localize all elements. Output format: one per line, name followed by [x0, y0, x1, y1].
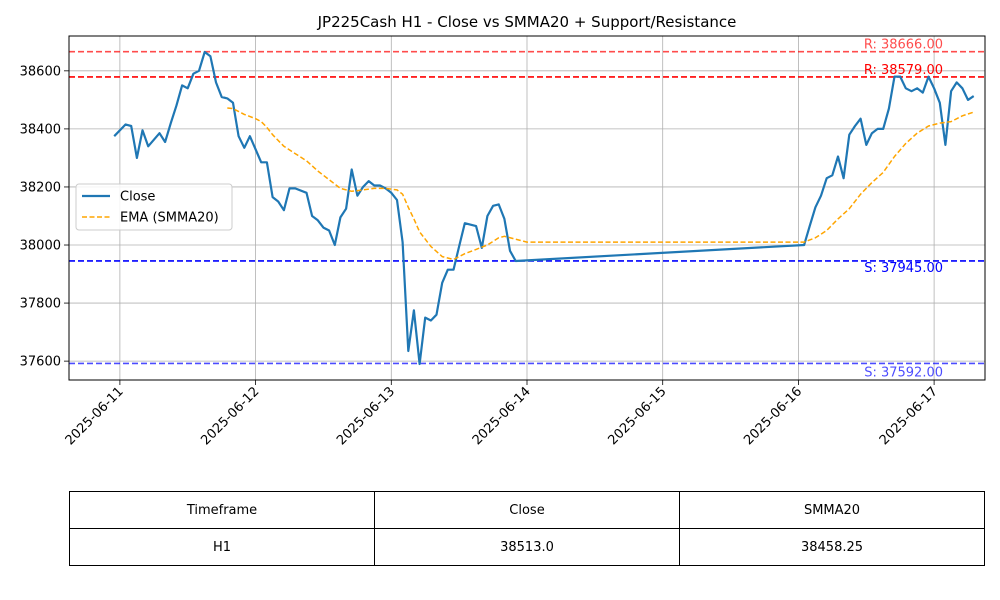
- level-lines: R: 38666.00 R: 38579.00 S: 37945.00 S: 3759…: [69, 38, 985, 380]
- series-line-1: [227, 107, 974, 261]
- x-tick-label: 2025-06-15: [605, 384, 669, 448]
- y-tick-label: 37800: [20, 297, 61, 312]
- series-line-0: [113, 50, 975, 366]
- x-axis-ticks: 2025-06-11 2025-06-12 2025-06-13 2025-06-14…: [63, 380, 941, 448]
- legend: Close EMA (SMMA20): [75, 183, 233, 231]
- series-lines: [113, 50, 975, 366]
- y-axis-ticks: 37600 37800 38000 38200 38400 38600: [20, 64, 69, 370]
- level-label: S: 37945.00: [864, 261, 943, 276]
- y-tick-label: 38400: [20, 122, 61, 137]
- x-tick-label: 2025-06-12: [198, 384, 262, 448]
- level-label: S: 37592.00: [864, 365, 943, 380]
- legend-label: Close: [120, 190, 155, 205]
- level-label: R: 38579.00: [864, 63, 943, 78]
- legend-box: [75, 183, 233, 231]
- x-tick-label: 2025-06-11: [63, 384, 127, 448]
- chart-svg: JP225Cash H1 - Close vs SMMA20 + Support…: [20, 13, 986, 448]
- table-cell: 38513.0: [374, 528, 680, 566]
- table-header-row: Timeframe Close SMMA20: [69, 491, 985, 529]
- y-tick-label: 38200: [20, 180, 61, 195]
- summary-table: Timeframe Close SMMA20 H1 38513.0 38458.…: [69, 491, 985, 566]
- y-tick-label: 38000: [20, 239, 61, 254]
- plot-frame: [68, 35, 986, 381]
- table-row: H1 38513.0 38458.25: [69, 528, 985, 566]
- x-tick-label: 2025-06-14: [470, 384, 534, 448]
- x-tick-label: 2025-06-16: [741, 384, 805, 448]
- table-header-cell: Close: [374, 491, 680, 529]
- table-header-cell: Timeframe: [69, 491, 375, 529]
- x-tick-label: 2025-06-17: [877, 384, 941, 448]
- y-tick-label: 37600: [20, 355, 61, 370]
- legend-label: EMA (SMMA20): [120, 211, 219, 226]
- table-cell: 38458.25: [679, 528, 985, 566]
- table-header-cell: SMMA20: [679, 491, 985, 529]
- x-tick-label: 2025-06-13: [334, 384, 398, 448]
- level-label: R: 38666.00: [864, 38, 943, 53]
- table-cell: H1: [69, 528, 375, 566]
- chart-title: JP225Cash H1 - Close vs SMMA20 + Support…: [317, 13, 737, 31]
- y-tick-label: 38600: [20, 64, 61, 79]
